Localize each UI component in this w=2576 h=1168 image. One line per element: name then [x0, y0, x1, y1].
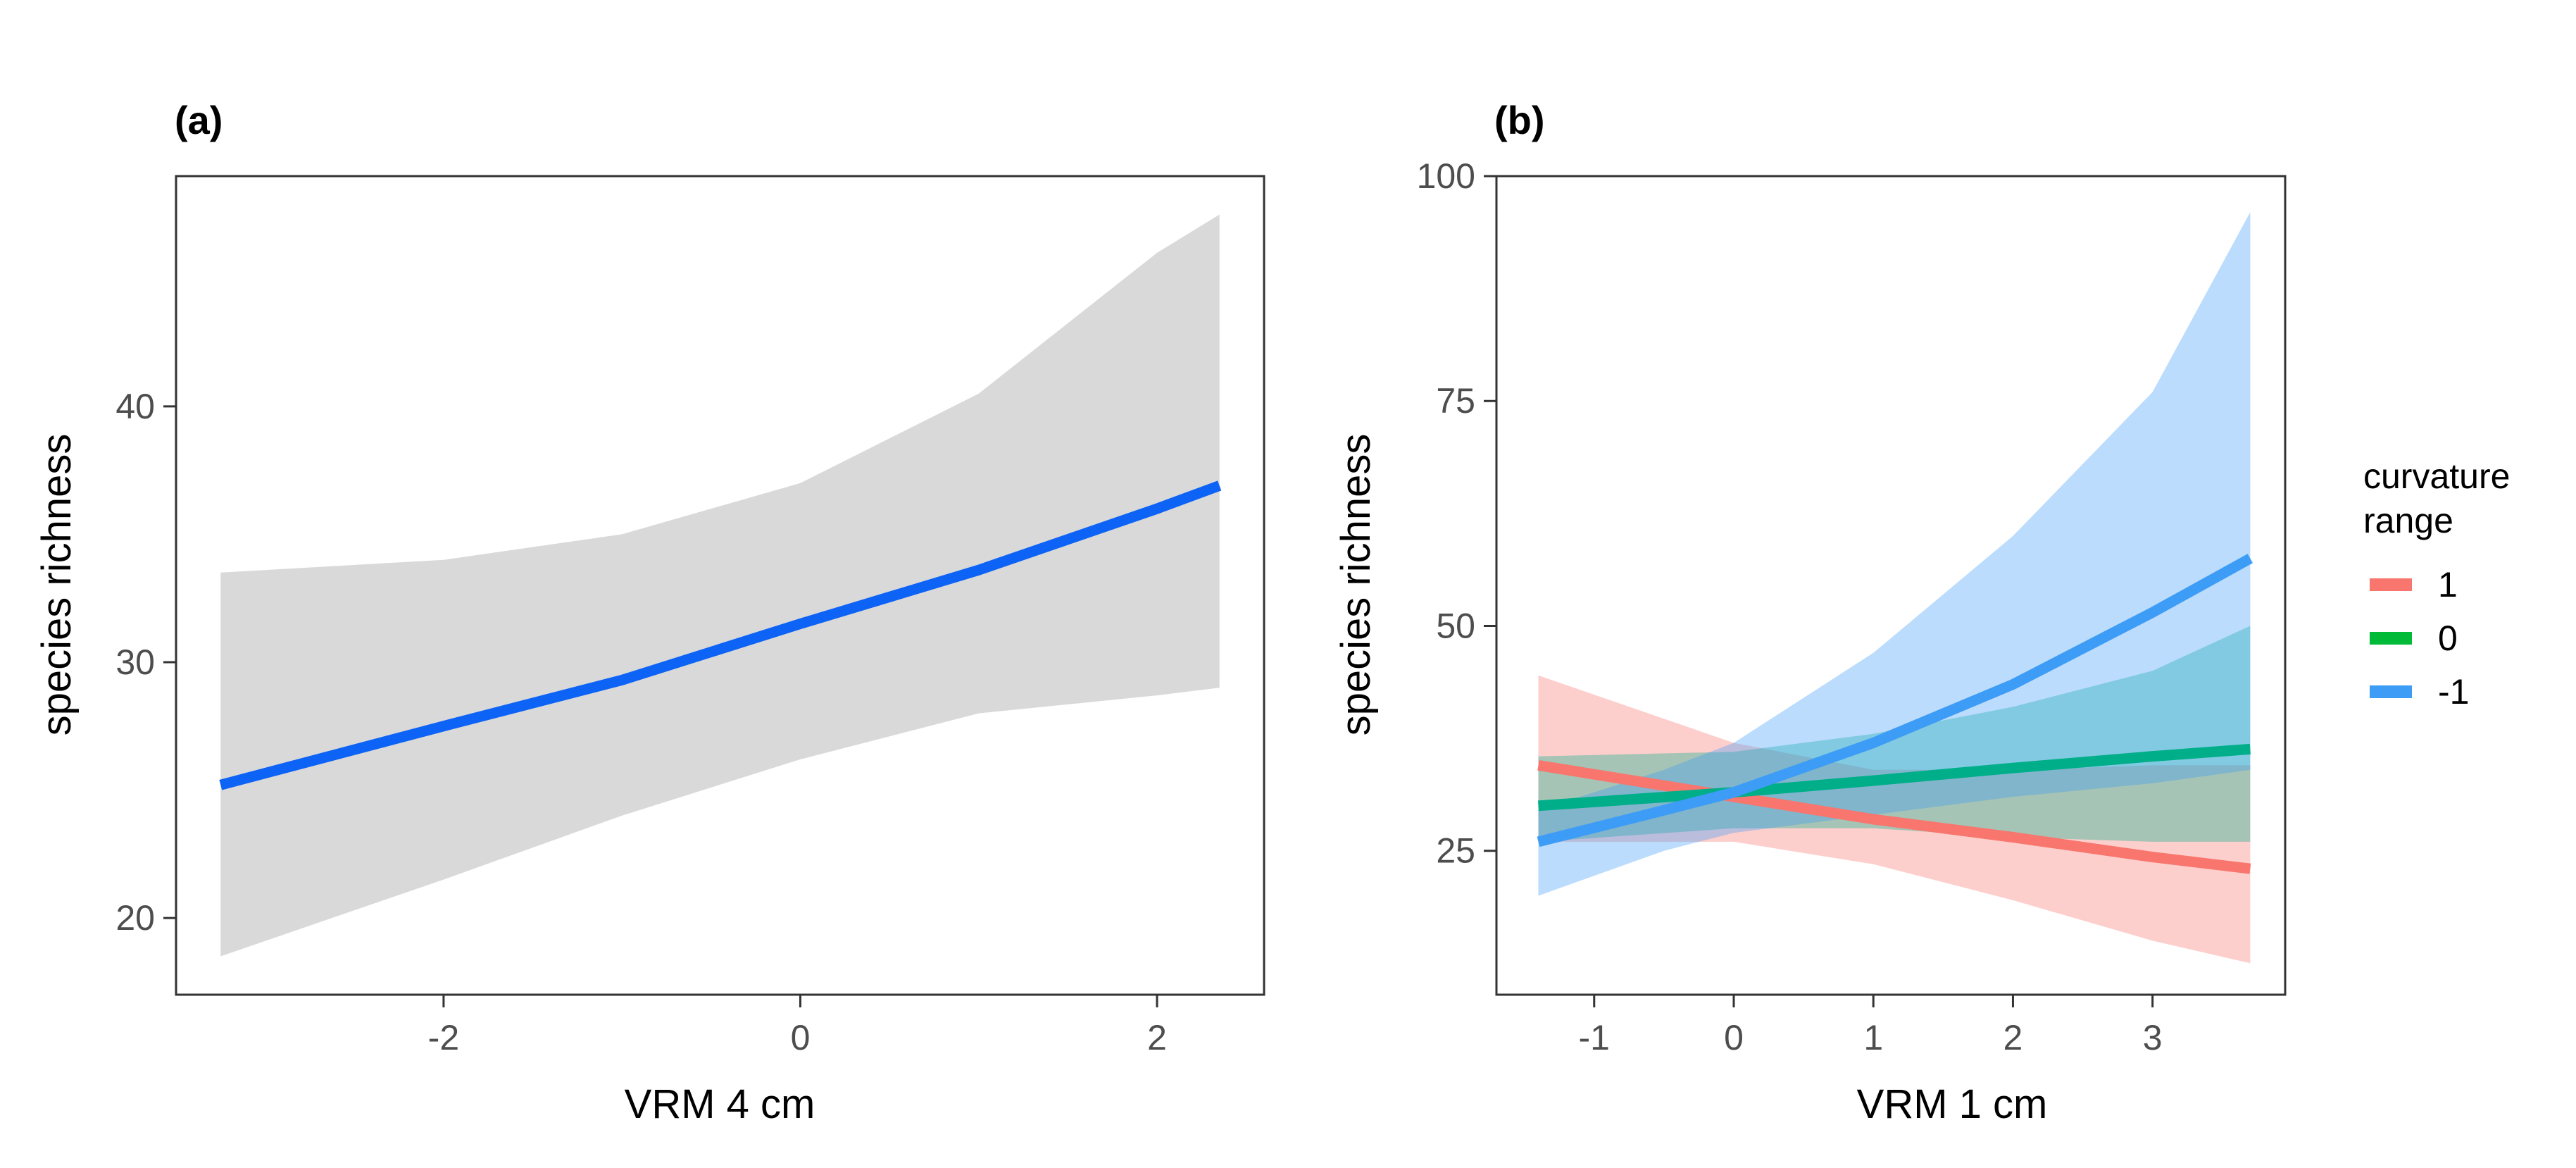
panel-a-x-axis-label: VRM 4 cm	[625, 1081, 815, 1127]
panel-a-confidence-bands	[220, 214, 1220, 957]
fit-line-curvature--1	[1537, 554, 2253, 847]
legend-label--1: -1	[2438, 672, 2469, 712]
legend-label-1: 1	[2438, 565, 2458, 604]
panel-a-x-ticks: -2 0 2	[428, 995, 1167, 1057]
panel-b-fit-lines	[1537, 554, 2253, 874]
legend-title-line-1: curvature	[2363, 456, 2510, 496]
panel-b-x-ticks: -1 0 1 2 3	[1579, 995, 2163, 1057]
panel-b: (b) -1 0 1 2 3 25 50 75 100 VRM 1 cm species ri…	[1333, 98, 2287, 1127]
panel-a-tag: (a)	[175, 98, 223, 142]
panel-a: (a) -2 0 2 20 30 40 VRM 4 cm species richnes…	[34, 98, 1265, 1127]
panel-a-frame	[175, 175, 1265, 996]
x-tick-label: 0	[1724, 1018, 1744, 1057]
x-tick-label: -2	[428, 1018, 459, 1057]
y-tick-label: 40	[115, 387, 155, 426]
legend-title-line-2: range	[2363, 501, 2453, 540]
x-tick-label: -1	[1579, 1018, 1610, 1057]
y-tick-label: 30	[115, 642, 155, 682]
confidence-band-fit	[220, 214, 1220, 957]
legend-swatch-0	[2370, 632, 2412, 645]
panel-b-y-axis-label: species richness	[1333, 434, 1379, 736]
x-tick-label: 2	[1147, 1018, 1167, 1057]
x-tick-label: 1	[1863, 1018, 1883, 1057]
y-tick-label: 50	[1436, 606, 1475, 645]
x-tick-label: 3	[2143, 1018, 2163, 1057]
panel-b-tag: (b)	[1494, 98, 1545, 142]
panel-a-fit-lines	[219, 480, 1222, 790]
legend-swatch-1	[2370, 578, 2412, 591]
legend-swatch--1	[2370, 685, 2412, 698]
legend-entries: 1 0 -1	[2370, 565, 2469, 712]
panel-b-x-axis-label: VRM 1 cm	[1857, 1081, 2048, 1127]
panel-a-y-axis-label: species richness	[34, 434, 80, 736]
confidence-band-curvature--1	[1538, 212, 2251, 896]
panel-b-frame	[1495, 175, 2287, 996]
fit-line-curvature-0	[1537, 743, 2251, 812]
y-tick-label: 25	[1436, 831, 1475, 871]
legend-label-0: 0	[2438, 619, 2458, 658]
x-tick-label: 2	[2003, 1018, 2023, 1057]
x-tick-label: 0	[791, 1018, 811, 1057]
y-tick-label: 20	[115, 898, 155, 938]
fit-line-fit	[219, 480, 1222, 790]
y-tick-label: 100	[1417, 156, 1475, 196]
y-tick-label: 75	[1436, 381, 1475, 421]
panel-a-y-ticks: 20 30 40	[115, 387, 176, 938]
panel-b-y-ticks: 25 50 75 100	[1417, 156, 1496, 871]
legend: curvature range 1 0 -1	[2363, 456, 2510, 712]
